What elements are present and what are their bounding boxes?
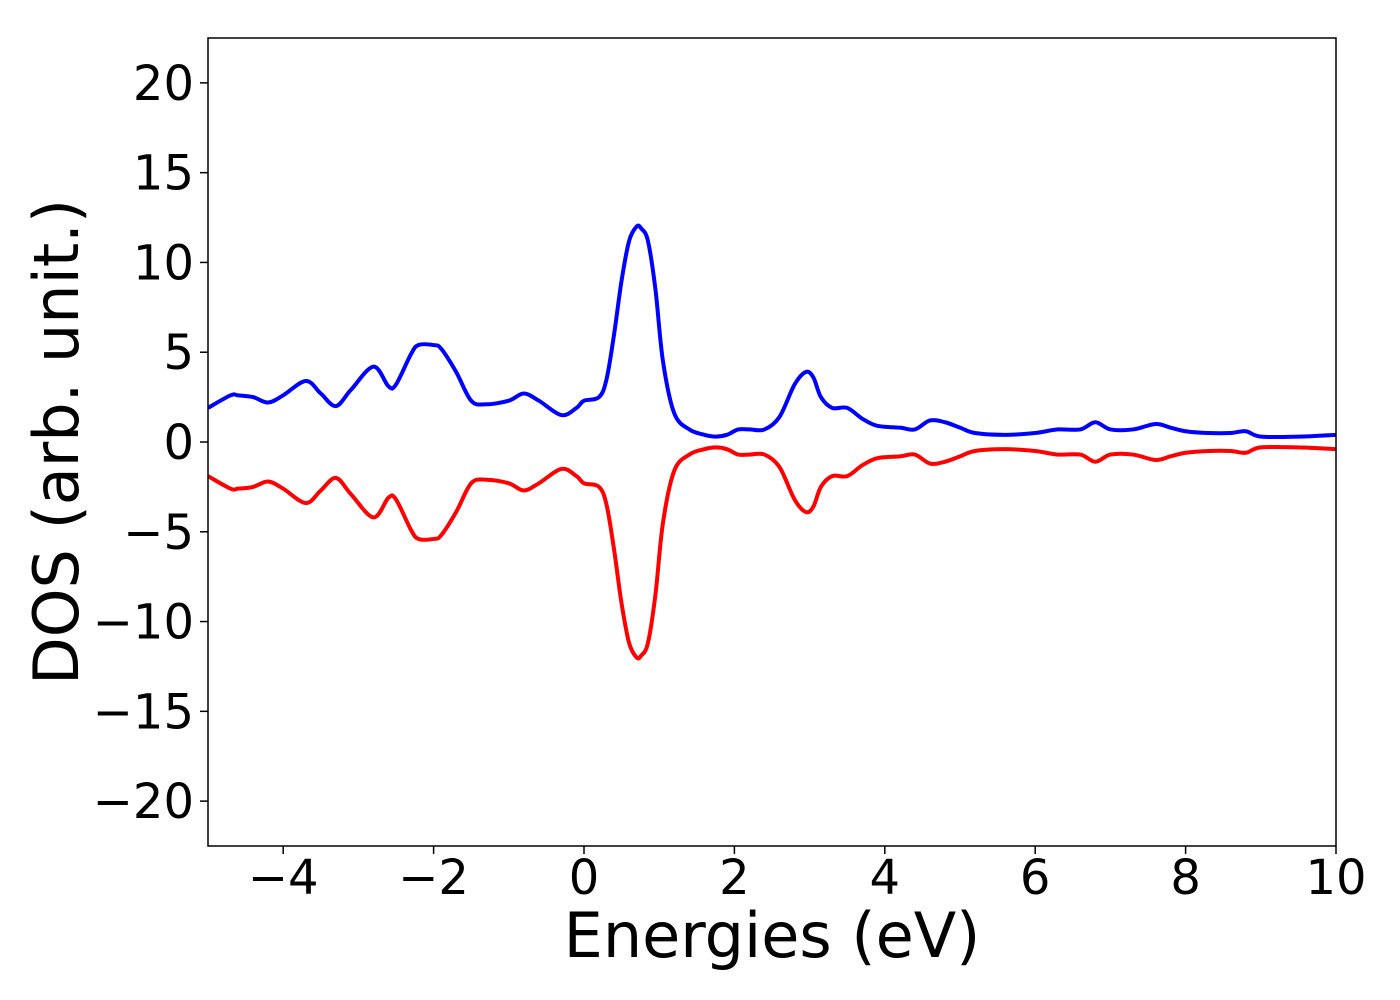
x-tick-label: 2 xyxy=(719,850,750,906)
y-axis-title: DOS (arb. unit.) xyxy=(20,199,93,685)
x-tick-label: 0 xyxy=(569,850,600,906)
y-tick-label: 5 xyxy=(163,325,194,381)
y-tick-label: 0 xyxy=(163,415,194,471)
series-line-2 xyxy=(208,444,1336,661)
x-tick-label: 10 xyxy=(1305,850,1366,906)
y-axis: 20 15 10 5 0 −5 −10 −15 −20 xyxy=(93,56,208,830)
y-tick-label: −5 xyxy=(123,505,194,561)
x-tick-label: 8 xyxy=(1170,850,1201,906)
y-tick-label: 15 xyxy=(133,146,194,202)
series-layer xyxy=(208,223,1336,661)
x-axis-title: Energies (eV) xyxy=(564,899,981,972)
series-line-1 xyxy=(208,223,1336,440)
y-tick-label: −20 xyxy=(93,774,194,830)
x-tick-label: 6 xyxy=(1020,850,1051,906)
x-tick-label: −4 xyxy=(248,850,319,906)
plot-frame xyxy=(207,37,1337,847)
y-tick-label: −15 xyxy=(93,684,194,740)
x-tick-label: −2 xyxy=(398,850,469,906)
y-tick-label: −10 xyxy=(93,595,194,651)
y-tick-label: 10 xyxy=(133,235,194,291)
x-tick-label: 4 xyxy=(870,850,901,906)
y-tick-label: 20 xyxy=(133,56,194,112)
x-axis: −4 −2 0 2 4 6 8 10 xyxy=(248,846,1367,906)
